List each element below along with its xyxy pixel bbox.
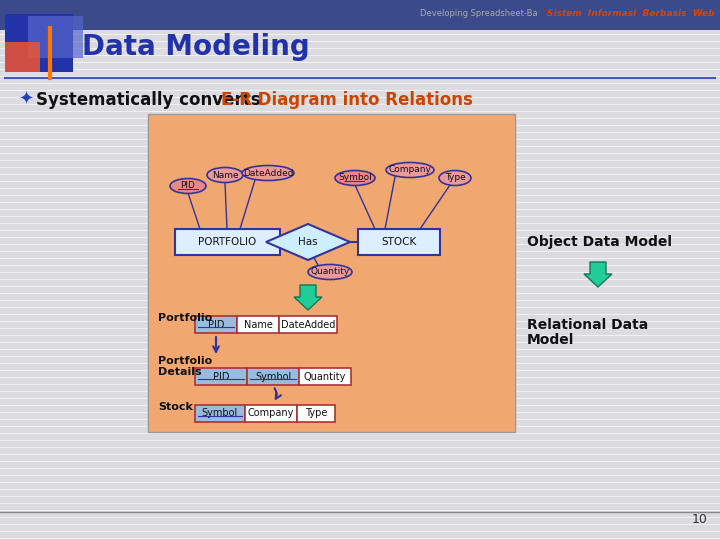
FancyBboxPatch shape	[5, 42, 40, 72]
FancyBboxPatch shape	[195, 316, 237, 333]
Text: STOCK: STOCK	[382, 237, 417, 247]
FancyBboxPatch shape	[28, 16, 83, 58]
Polygon shape	[584, 262, 612, 287]
Text: Portfolio: Portfolio	[158, 356, 212, 366]
Text: 10: 10	[692, 513, 708, 526]
Text: Quantity: Quantity	[304, 372, 346, 381]
Text: Object Data Model: Object Data Model	[527, 235, 672, 249]
FancyBboxPatch shape	[297, 405, 335, 422]
Text: Company: Company	[248, 408, 294, 418]
Ellipse shape	[386, 163, 434, 178]
Ellipse shape	[439, 171, 471, 186]
Text: Name: Name	[212, 171, 238, 179]
Text: PORTFOLIO: PORTFOLIO	[198, 237, 256, 247]
FancyBboxPatch shape	[0, 0, 720, 30]
FancyBboxPatch shape	[195, 405, 245, 422]
FancyBboxPatch shape	[245, 405, 297, 422]
Text: Type: Type	[305, 408, 327, 418]
Text: ✦: ✦	[18, 91, 33, 109]
Polygon shape	[266, 224, 350, 260]
FancyBboxPatch shape	[195, 368, 247, 385]
Text: Quantity: Quantity	[310, 267, 350, 276]
Ellipse shape	[207, 167, 243, 183]
Ellipse shape	[242, 165, 294, 180]
Text: Has: Has	[298, 237, 318, 247]
Text: Sistem  Informasi  Berbasis  Web: Sistem Informasi Berbasis Web	[547, 10, 715, 18]
FancyBboxPatch shape	[247, 368, 299, 385]
Text: Symbol: Symbol	[338, 173, 372, 183]
Text: PID: PID	[208, 320, 224, 329]
FancyBboxPatch shape	[5, 14, 73, 72]
Text: Portfolio: Portfolio	[158, 313, 212, 323]
Text: DateAdded: DateAdded	[281, 320, 336, 329]
Text: Type: Type	[445, 173, 465, 183]
FancyBboxPatch shape	[237, 316, 279, 333]
Text: E-R Diagram into Relations: E-R Diagram into Relations	[221, 91, 473, 109]
FancyBboxPatch shape	[299, 368, 351, 385]
Text: DateAdded: DateAdded	[243, 168, 293, 178]
Text: Name: Name	[243, 320, 272, 329]
Text: PID: PID	[181, 181, 195, 191]
FancyBboxPatch shape	[358, 229, 440, 255]
Text: Developing Spreadsheet-Ba: Developing Spreadsheet-Ba	[420, 10, 538, 18]
Text: Symbol: Symbol	[202, 408, 238, 418]
FancyBboxPatch shape	[148, 114, 515, 432]
Text: PID: PID	[212, 372, 229, 381]
Text: Data Modeling: Data Modeling	[82, 33, 310, 61]
Text: Symbol: Symbol	[255, 372, 291, 381]
Ellipse shape	[335, 171, 375, 186]
Text: Relational Data: Relational Data	[527, 318, 648, 332]
Text: Details: Details	[158, 367, 202, 377]
Ellipse shape	[308, 265, 352, 280]
FancyBboxPatch shape	[175, 229, 280, 255]
Polygon shape	[294, 285, 322, 310]
Text: Company: Company	[389, 165, 431, 174]
Ellipse shape	[170, 179, 206, 193]
Text: Stock: Stock	[158, 402, 193, 412]
FancyBboxPatch shape	[279, 316, 337, 333]
Text: Systematically converts: Systematically converts	[36, 91, 266, 109]
Text: Model: Model	[527, 333, 575, 347]
